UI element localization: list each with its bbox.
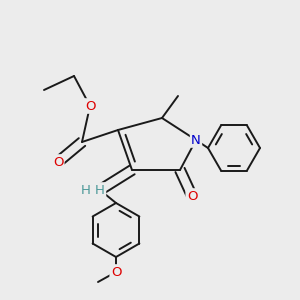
Text: O: O — [187, 190, 197, 202]
Text: H: H — [81, 184, 91, 196]
Text: H: H — [95, 184, 105, 196]
Text: O: O — [53, 155, 63, 169]
Text: O: O — [111, 266, 121, 278]
Text: N: N — [191, 134, 201, 146]
Text: O: O — [85, 100, 95, 112]
